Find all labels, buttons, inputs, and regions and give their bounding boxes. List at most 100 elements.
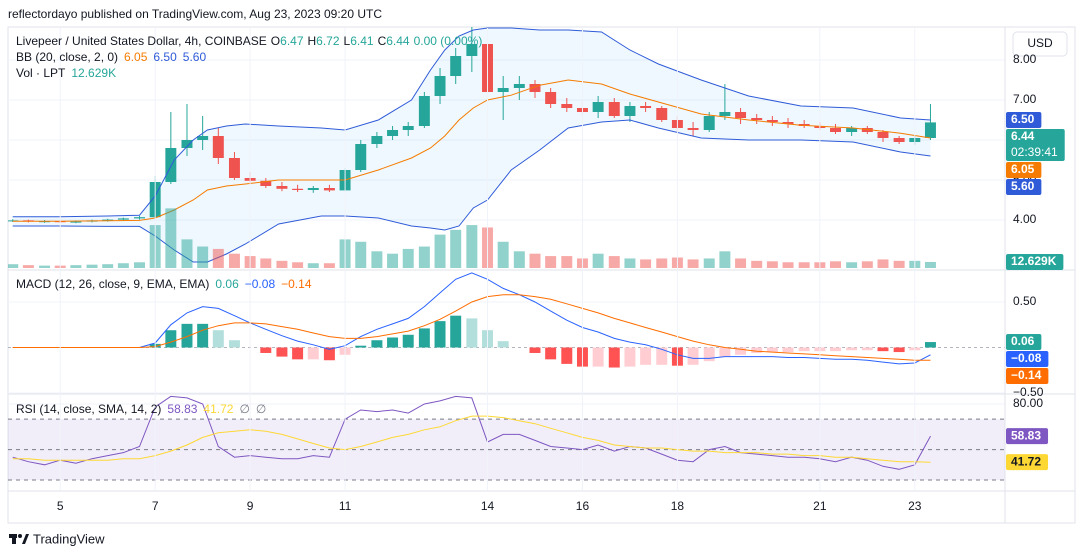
macd-histogram-bar [212,330,224,348]
volume-bar [687,259,699,268]
candle-body [830,128,841,132]
axis-badge-label: 58.83 [1011,428,1041,442]
legend: Vol · LPT 12.629K [16,66,116,80]
candle-body [513,84,525,88]
volume-bar [450,229,462,268]
indicator-value: 5.60 [183,50,207,64]
axis-badge-box [1006,112,1042,128]
candle-body [782,122,794,124]
macd-histogram-bar [402,334,414,348]
axis-badge-label: 6.05 [1011,162,1035,176]
axis-badge: 41.72 [1006,454,1049,471]
candle-body [624,106,636,116]
volume-bar [387,253,399,268]
volume-bar [402,248,414,268]
currency-label[interactable]: USD [1027,36,1053,50]
volume-bar [497,241,509,268]
candle-body [545,92,557,104]
axis-badge: 6.44 02:39:41 [1006,129,1065,161]
countdown-label: 02:39:41 [1011,145,1058,159]
x-tick-label: 9 [247,499,254,513]
y-tick-label: 7.00 [1013,92,1037,106]
volume-bar [371,251,383,268]
candle-body [117,218,129,220]
candle-body [893,138,905,142]
candle-body [355,144,367,170]
volume-bar [924,261,936,268]
volume-bar [260,258,272,268]
candle-body [592,102,604,112]
candle-body [687,128,699,130]
macd-histogram-bar [497,341,509,348]
ohlc-key: H [308,34,317,48]
macd-histogram-bar [893,347,905,353]
candle-body [766,120,778,122]
candle-body [387,130,399,136]
candle-body [134,217,145,219]
volume-bar [70,265,82,268]
candle-body [719,112,731,116]
volume-bar [893,260,905,268]
volume-value: 12.629K [71,66,116,80]
macd-histogram-bar [798,347,810,352]
bollinger-fill [12,28,931,262]
bollinger-line [12,27,931,218]
candle-body [307,188,319,190]
macd-histogram-bar [418,328,430,348]
macd-histogram-bar [181,323,193,348]
macd-pane [8,272,1005,394]
axis-badge-label: −0.14 [1011,368,1042,382]
macd-histogram-bar [751,347,763,353]
x-tick-label: 23 [908,499,922,513]
macd-histogram-bar [561,347,573,364]
axis-badge: 12.629K [1006,253,1064,270]
legend: Livepeer / United States Dollar, 4h, COI… [16,34,482,48]
legend: MACD (12, 26, close, 9, EMA, EMA) 0.06 −0.… [16,277,312,291]
volume-bar [766,261,778,268]
y-tick-label: 80.00 [1013,396,1043,410]
candle-body [102,219,114,221]
axis-badge-box [1006,351,1049,368]
volume-bar [292,262,304,268]
candle-body [450,56,462,76]
symbol-title: Livepeer / United States Dollar, 4h, COI… [16,34,267,48]
volume-bar [8,264,19,268]
candle-body [260,180,272,186]
ohlc-value: 6.44 [386,34,410,48]
volume-bar [561,256,573,268]
macd-histogram-bar [877,347,889,352]
y-tick-label: −0.50 [1013,385,1044,399]
volume-bar [703,258,715,268]
volume-bar [276,260,288,268]
macd-title: MACD (12, 26, close, 9, EMA, EMA) [16,277,209,291]
axis-badge: 5.60 [1006,179,1042,195]
volume-bar [830,261,841,268]
candle-body [197,136,209,140]
macd-histogram-bar [387,337,399,348]
legend: RSI (14, close, SMA, 14, 2) 58.83 41.72 ∅ ∅ [16,402,266,416]
volume-bar [86,264,98,268]
candle-body [735,112,747,118]
ohlc-key: L [344,34,351,48]
macd-line [12,294,931,361]
volume-bar [355,241,367,268]
volume-bar [592,253,604,268]
candle-body [529,84,541,92]
volume-bar [39,265,51,268]
change-value: 0.00 (0.00%) [414,34,483,48]
axis-badge-box [1006,162,1042,178]
volume-bar [513,251,525,268]
macd-histogram-bar [766,347,778,353]
macd-histogram-bar [466,318,478,348]
macd-histogram-bar [782,347,794,353]
candle-body [751,118,763,120]
macd-histogram-bar [434,321,446,348]
axis-badge-label: 12.629K [1011,254,1057,268]
publisher-line: reflectordayo published on TradingView.c… [8,7,382,21]
macd-histogram-bar [592,347,604,367]
candle-body [292,188,304,190]
currency-button[interactable] [1012,31,1068,57]
axis-badge-label: 0.06 [1011,334,1035,348]
ohlc-value: 6.47 [280,34,304,48]
candle-body [466,44,478,56]
